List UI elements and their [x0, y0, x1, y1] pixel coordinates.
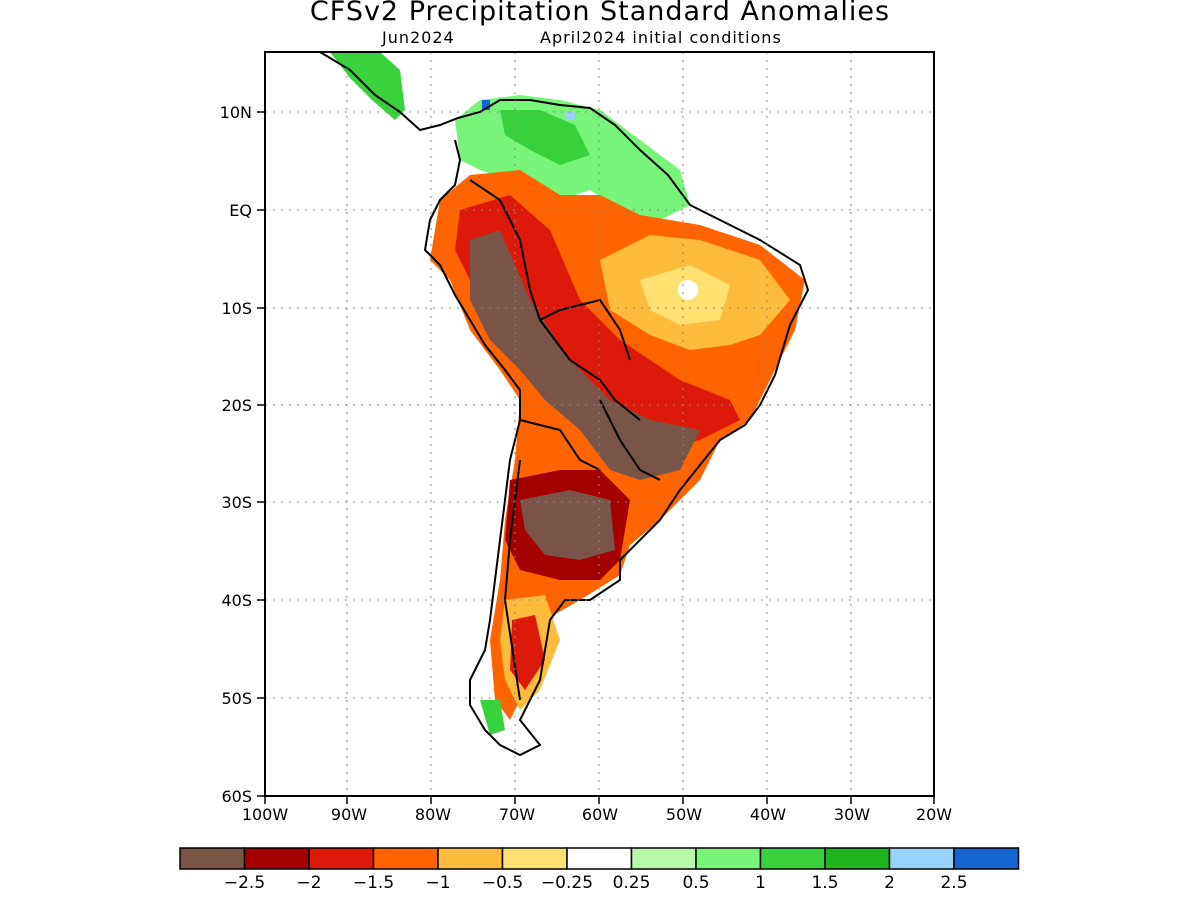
colorbar-label: −2.5	[224, 873, 265, 893]
colorbar-swatch	[437, 847, 504, 870]
lon-label: 70W	[499, 805, 535, 824]
colorbar-swatch	[630, 847, 697, 870]
lat-label: EQ	[229, 201, 252, 220]
colorbar-label: 2.5	[940, 873, 967, 893]
lat-label: 60S	[221, 787, 252, 806]
lon-label: 40W	[750, 805, 786, 824]
lon-label: 90W	[331, 805, 367, 824]
lon-label: 20W	[916, 805, 952, 824]
initial-conditions: April2024 initial conditions	[540, 28, 782, 47]
lon-label: 50W	[666, 805, 702, 824]
colorbar-swatch	[695, 847, 762, 870]
colorbar-label: 2	[884, 873, 895, 893]
colorbar-swatch	[372, 847, 439, 870]
forecast-month: Jun2024	[382, 28, 455, 47]
colorbar-label: 0.5	[682, 873, 709, 893]
colorbar-swatch	[759, 847, 826, 870]
lon-label: 80W	[415, 805, 451, 824]
lat-label: 20S	[221, 396, 252, 415]
colorbar-label: −1	[425, 873, 450, 893]
lat-axis: 10N EQ 10S 20S 30S 40S 50S 60S	[220, 103, 265, 806]
colorbar-label: −0.5	[482, 873, 523, 893]
lat-label: 30S	[221, 493, 252, 512]
colorbar-swatch	[179, 847, 246, 870]
colorbar-label: −2	[296, 873, 321, 893]
colorbar-swatch	[824, 847, 891, 870]
lon-label: 60W	[582, 805, 618, 824]
lat-label: 10S	[221, 299, 252, 318]
map-title: CFSv2 Precipitation Standard Anomalies	[309, 0, 891, 27]
colorbar-swatch	[888, 847, 955, 870]
lon-axis: 100W 90W 80W 70W 60W 50W 40W 30W 20W	[242, 796, 952, 824]
colorbar-swatch	[953, 847, 1020, 870]
central-america-wet-region	[330, 52, 405, 120]
colorbar-label: 0.25	[613, 873, 651, 893]
lon-label: 100W	[242, 805, 289, 824]
lat-label: 50S	[221, 689, 252, 708]
anomaly-field	[330, 52, 805, 735]
colorbar-swatch	[566, 847, 633, 870]
colorbar-label: −1.5	[353, 873, 394, 893]
lon-label: 30W	[834, 805, 870, 824]
colorbar-label: 1.5	[811, 873, 838, 893]
colorbar-swatch	[308, 847, 375, 870]
colorbar-swatch	[501, 847, 568, 870]
lat-label: 40S	[221, 591, 252, 610]
coastline	[319, 52, 810, 757]
extreme-dry-region	[470, 230, 700, 480]
colorbar: −2.5 −2 −1.5 −1 −0.5 −0.25 0.25 0.5 1 1.5 2 2.5	[179, 847, 1020, 893]
colorbar-label: −0.25	[541, 873, 593, 893]
colorbar-swatch	[243, 847, 310, 870]
colorbar-label: 1	[755, 873, 766, 893]
lat-label: 10N	[220, 103, 252, 122]
